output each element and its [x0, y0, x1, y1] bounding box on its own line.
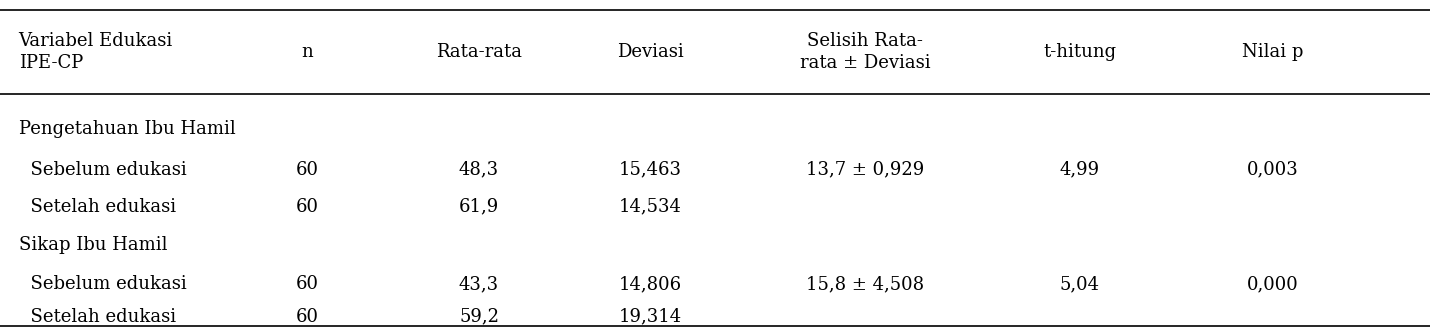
Text: Deviasi: Deviasi — [618, 43, 684, 61]
Text: 0,000: 0,000 — [1247, 275, 1298, 293]
Text: Variabel Edukasi
IPE-CP: Variabel Edukasi IPE-CP — [19, 32, 173, 72]
Text: Rata-rata: Rata-rata — [436, 43, 522, 61]
Text: 15,463: 15,463 — [619, 161, 682, 179]
Text: Nilai p: Nilai p — [1243, 43, 1303, 61]
Text: 60: 60 — [296, 161, 319, 179]
Text: 48,3: 48,3 — [459, 161, 499, 179]
Text: 14,534: 14,534 — [619, 198, 682, 216]
Text: Setelah edukasi: Setelah edukasi — [19, 307, 176, 326]
Text: 60: 60 — [296, 275, 319, 293]
Text: 59,2: 59,2 — [459, 307, 499, 326]
Text: t-hitung: t-hitung — [1042, 43, 1117, 61]
Text: 19,314: 19,314 — [619, 307, 682, 326]
Text: 60: 60 — [296, 198, 319, 216]
Text: Pengetahuan Ibu Hamil: Pengetahuan Ibu Hamil — [19, 120, 236, 138]
Text: 13,7 ± 0,929: 13,7 ± 0,929 — [807, 161, 924, 179]
Text: 43,3: 43,3 — [459, 275, 499, 293]
Text: Setelah edukasi: Setelah edukasi — [19, 198, 176, 216]
Text: 4,99: 4,99 — [1060, 161, 1100, 179]
Text: 60: 60 — [296, 307, 319, 326]
Text: 61,9: 61,9 — [459, 198, 499, 216]
Text: 15,8 ± 4,508: 15,8 ± 4,508 — [807, 275, 924, 293]
Text: n: n — [302, 43, 313, 61]
Text: 5,04: 5,04 — [1060, 275, 1100, 293]
Text: Sebelum edukasi: Sebelum edukasi — [19, 161, 186, 179]
Text: 0,003: 0,003 — [1247, 161, 1298, 179]
Text: Selisih Rata-
rata ± Deviasi: Selisih Rata- rata ± Deviasi — [799, 32, 931, 72]
Text: Sikap Ibu Hamil: Sikap Ibu Hamil — [19, 236, 167, 254]
Text: 14,806: 14,806 — [619, 275, 682, 293]
Text: Sebelum edukasi: Sebelum edukasi — [19, 275, 186, 293]
